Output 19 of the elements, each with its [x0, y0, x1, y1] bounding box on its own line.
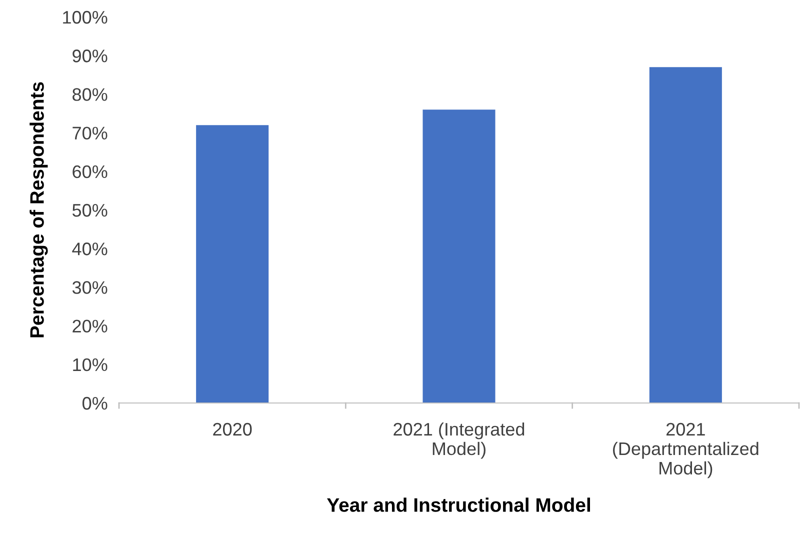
- y-tick-label: 50%: [72, 204, 108, 217]
- y-tick-label: 20%: [72, 320, 108, 333]
- x-axis-title: Year and Instructional Model: [326, 498, 590, 512]
- bar: [422, 110, 496, 403]
- x-tick-label: 2021 (Departmentalized Model): [613, 422, 758, 478]
- y-tick-label: 70%: [72, 126, 108, 140]
- y-tick-label: 10%: [73, 358, 108, 372]
- bar: [196, 125, 269, 403]
- y-tick-label: 0%: [82, 396, 108, 410]
- y-tick-label: 30%: [72, 281, 108, 294]
- y-tick-label: 60%: [72, 165, 108, 178]
- y-axis-title: Percentage of Respondents: [30, 82, 48, 338]
- y-tick-label: 90%: [72, 50, 108, 62]
- y-tick-label: 80%: [72, 88, 108, 101]
- y-tick-label: 40%: [72, 242, 108, 256]
- x-tick-label: 2021 (Integrated Model): [394, 422, 524, 459]
- x-tick-label: 2020: [213, 422, 252, 436]
- bar: [649, 67, 722, 403]
- y-tick-label: 100%: [63, 10, 108, 24]
